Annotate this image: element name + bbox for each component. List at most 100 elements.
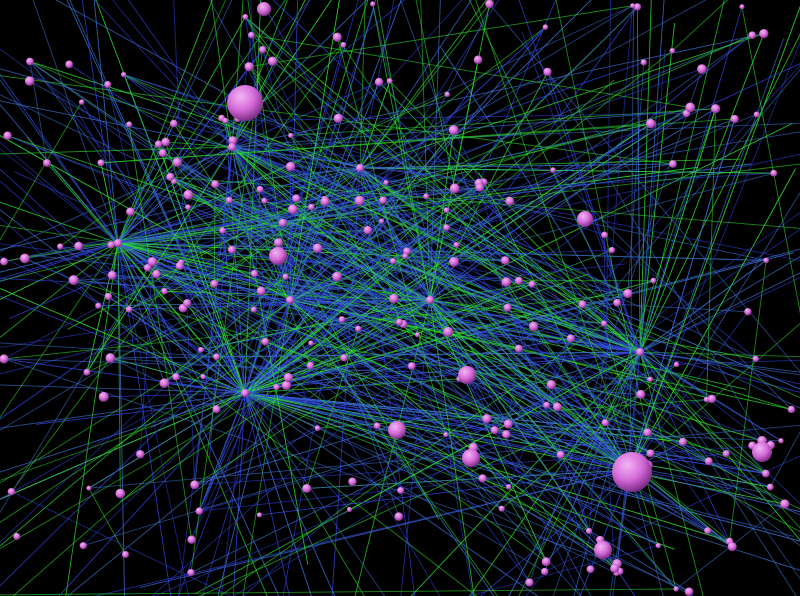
- graph-node[interactable]: [389, 293, 399, 304]
- graph-node[interactable]: [267, 56, 278, 66]
- graph-node[interactable]: [278, 218, 287, 227]
- graph-node[interactable]: [219, 227, 226, 234]
- graph-node[interactable]: [250, 270, 259, 278]
- graph-node[interactable]: [722, 450, 730, 458]
- graph-node[interactable]: [175, 261, 184, 271]
- graph-node[interactable]: [578, 300, 587, 309]
- graph-node[interactable]: [338, 316, 346, 323]
- graph-node[interactable]: [600, 320, 608, 327]
- graph-node[interactable]: [86, 485, 92, 491]
- graph-node[interactable]: [228, 136, 238, 145]
- graph-node[interactable]: [787, 405, 796, 414]
- graph-node[interactable]: [502, 430, 511, 439]
- graph-node[interactable]: [506, 484, 512, 490]
- graph-node[interactable]: [505, 196, 515, 206]
- graph-node[interactable]: [444, 91, 450, 98]
- graph-node[interactable]: [19, 253, 30, 264]
- graph-node[interactable]: [423, 193, 430, 200]
- graph-large-node[interactable]: [752, 442, 772, 462]
- graph-node[interactable]: [610, 563, 620, 573]
- graph-node[interactable]: [256, 185, 264, 193]
- graph-node[interactable]: [707, 394, 717, 404]
- graph-node[interactable]: [636, 389, 646, 399]
- graph-node[interactable]: [485, 0, 494, 9]
- graph-node[interactable]: [761, 469, 770, 478]
- graph-node[interactable]: [222, 117, 229, 124]
- graph-node[interactable]: [770, 169, 778, 177]
- graph-hub-node[interactable]: [426, 296, 434, 304]
- graph-node[interactable]: [739, 4, 745, 10]
- graph-node[interactable]: [261, 337, 270, 346]
- graph-node[interactable]: [346, 507, 352, 513]
- graph-node[interactable]: [312, 243, 323, 253]
- graph-node[interactable]: [710, 104, 721, 114]
- graph-node[interactable]: [354, 195, 365, 206]
- graph-node[interactable]: [320, 196, 330, 207]
- graph-node[interactable]: [287, 204, 298, 215]
- graph-node[interactable]: [308, 203, 315, 211]
- graph-node[interactable]: [748, 31, 757, 40]
- graph-node[interactable]: [126, 121, 133, 128]
- graph-node[interactable]: [543, 401, 550, 409]
- graph-node[interactable]: [227, 245, 236, 254]
- graph-node[interactable]: [514, 344, 523, 353]
- graph-node[interactable]: [57, 243, 64, 250]
- graph-node[interactable]: [26, 57, 34, 66]
- graph-node[interactable]: [759, 29, 769, 39]
- graph-node[interactable]: [623, 288, 633, 299]
- graph-node[interactable]: [282, 273, 289, 280]
- graph-node[interactable]: [453, 242, 460, 248]
- graph-node[interactable]: [3, 131, 12, 140]
- graph-node[interactable]: [655, 542, 661, 549]
- graph-node[interactable]: [379, 196, 387, 205]
- graph-node[interactable]: [183, 189, 194, 200]
- graph-node[interactable]: [730, 114, 739, 123]
- graph-node[interactable]: [161, 288, 168, 295]
- graph-node[interactable]: [95, 302, 102, 309]
- graph-node[interactable]: [340, 354, 348, 362]
- graph-node[interactable]: [374, 77, 384, 87]
- graph-node[interactable]: [395, 318, 403, 326]
- graph-node[interactable]: [68, 275, 79, 286]
- graph-node[interactable]: [43, 159, 51, 167]
- graph-node[interactable]: [79, 542, 87, 550]
- graph-node[interactable]: [543, 67, 552, 77]
- graph-node[interactable]: [528, 280, 536, 288]
- graph-node[interactable]: [125, 306, 133, 313]
- graph-node[interactable]: [586, 565, 595, 574]
- graph-large-node[interactable]: [388, 421, 406, 439]
- graph-node[interactable]: [556, 450, 565, 459]
- graph-node[interactable]: [288, 132, 294, 139]
- graph-node[interactable]: [166, 172, 175, 181]
- graph-node[interactable]: [673, 586, 679, 592]
- graph-node[interactable]: [685, 102, 696, 113]
- graph-node[interactable]: [332, 271, 342, 282]
- graph-node[interactable]: [121, 71, 127, 78]
- graph-node[interactable]: [673, 361, 680, 368]
- graph-node[interactable]: [727, 542, 737, 552]
- graph-node[interactable]: [7, 487, 16, 496]
- graph-node[interactable]: [256, 512, 263, 518]
- graph-large-node[interactable]: [227, 85, 263, 121]
- graph-node[interactable]: [373, 422, 381, 430]
- graph-node[interactable]: [443, 432, 449, 438]
- graph-node[interactable]: [143, 263, 152, 272]
- graph-node[interactable]: [704, 527, 712, 535]
- graph-hub-node[interactable]: [241, 389, 249, 397]
- graph-node[interactable]: [256, 286, 266, 296]
- graph-node[interactable]: [383, 180, 389, 186]
- graph-node[interactable]: [200, 374, 206, 380]
- graph-node[interactable]: [332, 32, 342, 42]
- graph-node[interactable]: [443, 224, 450, 231]
- graph-node[interactable]: [397, 486, 405, 494]
- graph-node[interactable]: [212, 405, 221, 414]
- graph-node[interactable]: [541, 557, 551, 567]
- graph-node[interactable]: [402, 253, 408, 259]
- graph-node[interactable]: [753, 111, 760, 118]
- graph-node[interactable]: [601, 231, 608, 239]
- graph-large-node[interactable]: [612, 452, 652, 492]
- graph-node[interactable]: [541, 567, 549, 576]
- graph-large-node[interactable]: [577, 211, 593, 227]
